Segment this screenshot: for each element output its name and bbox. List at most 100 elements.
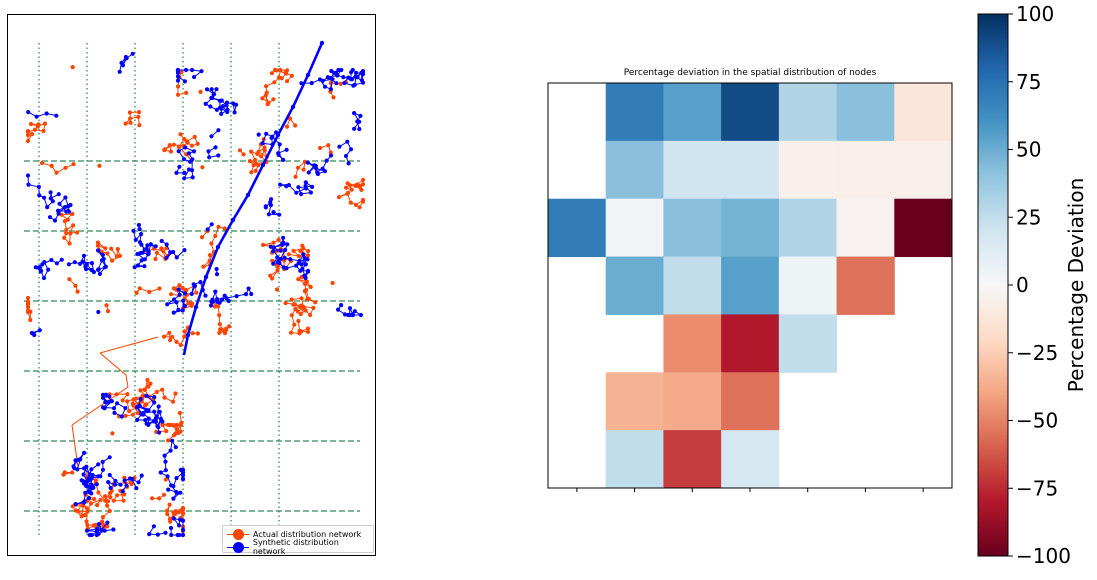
- synthetic-network-node-269: [215, 272, 219, 276]
- trunk-node-7: [216, 245, 220, 249]
- actual-network-node-84: [200, 165, 204, 169]
- synthetic-network-node-323: [158, 410, 162, 414]
- actual-network-node-404: [85, 523, 89, 527]
- actual-network-node-44: [181, 286, 185, 290]
- actual-network-node-213: [103, 246, 107, 250]
- heatmap-cell-r3-c1: [606, 257, 664, 315]
- synthetic-network-node-3: [54, 114, 58, 118]
- synthetic-network-node-444: [178, 491, 182, 495]
- heatmap-cell-r2-c6: [894, 199, 952, 257]
- actual-network-node-221: [109, 247, 113, 251]
- legend-marker-synthetic: [227, 541, 249, 553]
- heatmap-cell-r1-c6: [894, 141, 952, 199]
- synthetic-network-node-53: [147, 250, 151, 254]
- synthetic-network-node-122: [284, 184, 288, 188]
- actual-network-node-147: [253, 158, 257, 162]
- trunk-segment-5: [233, 195, 248, 220]
- synthetic-network-node-437: [159, 470, 163, 474]
- actual-network-node-209: [256, 163, 260, 167]
- synthetic-network-node-104: [306, 161, 310, 165]
- actual-network-node-371: [180, 508, 184, 512]
- synthetic-network-node-88: [177, 165, 181, 169]
- actual-network-node-13: [36, 124, 40, 128]
- network-map-plot: [8, 15, 377, 557]
- actual-network-node-112: [238, 148, 242, 152]
- synthetic-network-node-124: [216, 128, 220, 132]
- heatmap-cells: [548, 83, 953, 489]
- trunk-segment-6: [218, 220, 233, 247]
- actual-network-node-21: [30, 132, 34, 136]
- actual-network-node-283: [290, 313, 294, 317]
- synthetic-network-node-347: [123, 406, 127, 410]
- synthetic-network-node-424: [82, 451, 86, 455]
- actual-network-node-365: [110, 431, 114, 435]
- trunk-node-5: [246, 193, 250, 197]
- actual-network-node-265: [213, 304, 217, 308]
- actual-network-node-203: [285, 79, 289, 83]
- synthetic-network-node-261: [98, 272, 102, 276]
- synthetic-network-node-215: [347, 161, 351, 165]
- synthetic-network-node-180: [361, 72, 365, 76]
- synthetic-network-node-64: [187, 167, 191, 171]
- actual-network-node-60: [97, 164, 101, 168]
- synthetic-network-node-319: [249, 292, 253, 296]
- trunk-node-9: [194, 305, 198, 309]
- synthetic-network-node-289: [306, 270, 310, 274]
- trunk-node-4: [261, 163, 265, 167]
- synthetic-network-node-21: [131, 52, 135, 56]
- trunk-node-10: [186, 333, 190, 337]
- synthetic-network-node-42: [32, 333, 36, 337]
- synthetic-network-node-111: [329, 153, 333, 157]
- actual-network-node-294: [131, 413, 135, 417]
- actual-network-node-52: [163, 147, 167, 151]
- heatmap-cell-r0-c6: [894, 83, 952, 141]
- actual-network-node-330: [162, 396, 166, 400]
- actual-network-node-291: [157, 286, 161, 290]
- synthetic-network-node-252: [160, 239, 164, 243]
- actual-network-node-277: [270, 276, 274, 280]
- synthetic-network-node-226: [206, 227, 210, 231]
- trunk-node-2: [291, 105, 295, 109]
- actual-network-node-123: [213, 234, 217, 238]
- heatmap-cell-r5-c3: [721, 372, 779, 430]
- synthetic-network-node-469: [134, 486, 138, 490]
- actual-network-node-57: [196, 142, 200, 146]
- colorbar-gradient: [978, 14, 1008, 556]
- trunk-node-1: [306, 73, 310, 77]
- trunk-segment-2: [278, 107, 293, 135]
- synthetic-network-node-218: [210, 87, 214, 91]
- connector-segment-3: [72, 387, 128, 425]
- synthetic-network-node-305: [269, 245, 273, 249]
- synthetic-network-node-145: [318, 77, 322, 81]
- trunk-segment-0: [308, 43, 322, 75]
- heatmap-cell-r0-c3: [721, 83, 779, 141]
- actual-network-node-318: [143, 404, 147, 408]
- heatmap-cell-r0-c2: [663, 83, 721, 141]
- heatmap-cell-r1-c4: [779, 141, 837, 199]
- actual-network-node-411: [178, 430, 182, 434]
- network-map-panel: Actual distribution network Synthetic di…: [7, 14, 376, 556]
- actual-network-node-122: [209, 241, 213, 245]
- colorbar-tick-label-4: 0: [1016, 273, 1029, 297]
- colorbar-tick-label-5: −25: [1016, 341, 1058, 365]
- synthetic-network-node-245: [133, 265, 137, 269]
- synthetic-network-node-158: [346, 313, 350, 317]
- heatmap-cell-r4-c2: [663, 314, 721, 372]
- actual-network-node-186: [199, 90, 203, 94]
- synthetic-network-node-4: [96, 310, 100, 314]
- heatmap-cell-r3-c2: [663, 257, 721, 315]
- trunk-segment-1: [293, 75, 308, 107]
- heatmap-cell-r1-c2: [663, 141, 721, 199]
- synthetic-network-node-223: [346, 76, 350, 80]
- synthetic-network-node-156: [348, 306, 352, 310]
- actual-network-node-256: [217, 331, 221, 335]
- actual-network-node-103: [357, 205, 361, 209]
- legend-marker-actual: [227, 528, 249, 540]
- actual-network-node-164: [331, 95, 335, 99]
- actual-network-node-353: [162, 493, 166, 497]
- actual-network-node-210: [254, 169, 258, 173]
- synthetic-network-node-219: [212, 92, 216, 96]
- colorbar-tick-label-6: −50: [1016, 409, 1058, 433]
- actual-network-node-146: [249, 150, 253, 154]
